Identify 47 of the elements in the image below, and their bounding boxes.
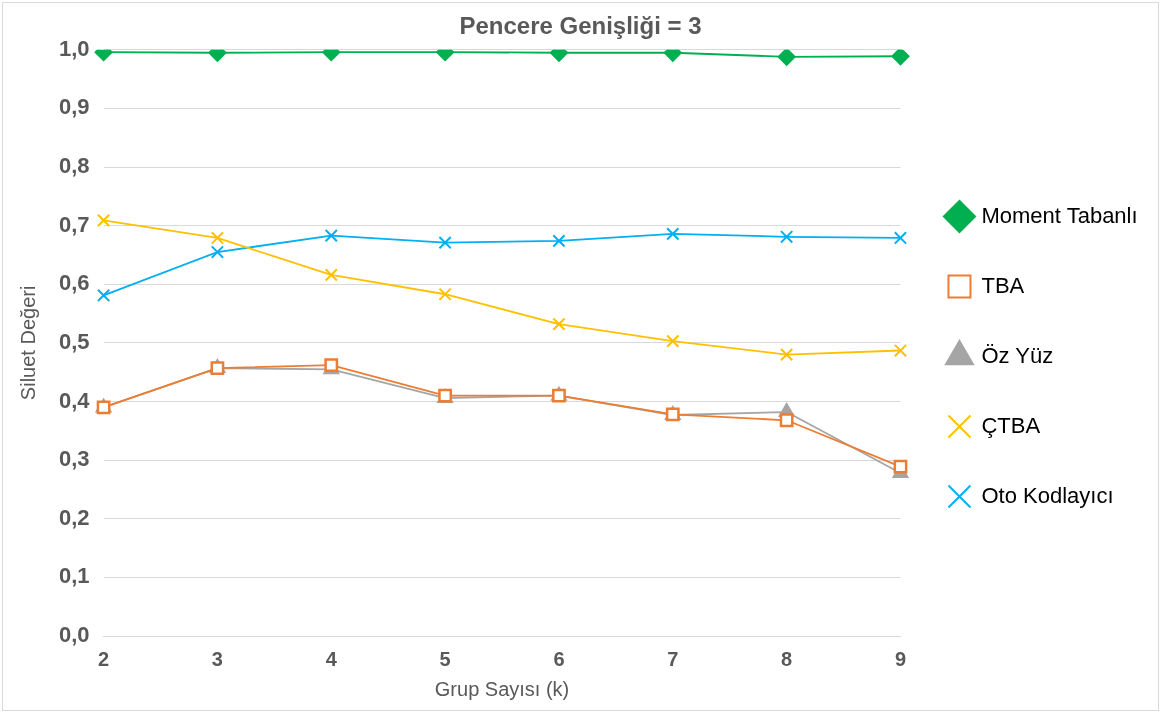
x-axis-title: Grup Sayısı (k) [434,677,570,700]
point [96,213,111,228]
point [210,231,225,245]
y-tick-label: 0,4 [58,387,91,413]
point [891,49,910,66]
x-tick-label: 5 [439,647,451,670]
x-tick-label: 3 [211,647,223,670]
x-tick-label: 7 [667,647,679,670]
point [210,245,225,259]
point [893,231,908,245]
y-tick-label: 0,7 [58,211,90,237]
point [324,268,338,282]
legend-label: Oto Kodlayıcı [981,482,1114,508]
legend-label: TBA [981,272,1025,298]
y-axis-title: Siluet Değeri [16,285,39,401]
y-tick-label: 0,3 [58,446,90,472]
point [777,49,796,66]
y-tick-label: 0,5 [58,328,90,354]
point [779,230,794,244]
point [779,413,794,428]
x-tick-label: 2 [98,647,110,670]
x-tick-label: 6 [553,647,565,670]
y-tick-label: 0,1 [58,563,90,589]
point [552,234,566,248]
y-tick-label: 0,8 [58,153,90,179]
y-tick-label: 0,2 [58,504,90,530]
legend-label: Öz Yüz [981,342,1054,368]
legend-label: ÇTBA [981,412,1041,438]
y-tick-label: 1,0 [58,35,90,61]
point [666,334,680,348]
chart-title: Pencere Genişliği = 3 [459,12,702,40]
point [438,287,452,301]
y-tick-label: 0,0 [58,622,90,648]
point [779,347,794,362]
point [893,343,908,358]
point [552,317,566,331]
y-tick-label: 0,9 [58,94,90,120]
point [438,236,452,250]
legend-label: Moment Tabanlı [981,202,1138,228]
x-tick-label: 4 [325,647,338,670]
point [96,288,111,303]
y-tick-label: 0,6 [58,270,90,296]
point [893,459,908,474]
point [324,228,338,243]
x-tick-label: 9 [894,647,907,670]
point [666,227,680,241]
x-tick-label: 8 [781,647,793,670]
